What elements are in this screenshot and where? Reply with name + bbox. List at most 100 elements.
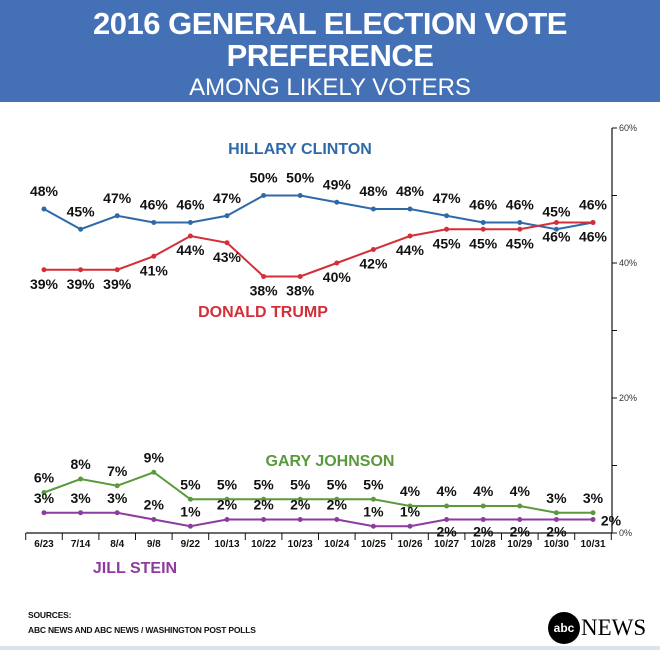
data-label: 4% [510,483,531,499]
data-point [297,274,303,279]
data-point [224,240,230,246]
x-tick-label: 10/22 [251,539,276,550]
data-point [334,496,340,502]
x-tick-label: 10/24 [324,539,349,550]
data-label: 1% [180,503,201,519]
data-label: 46% [469,197,498,213]
data-label: 6% [34,470,55,486]
x-tick-label: 10/31 [580,539,605,550]
data-label: 5% [327,476,348,492]
series-line-3 [44,511,593,528]
data-point [41,206,47,212]
data-point [407,503,413,509]
data-label: 45% [506,235,535,251]
data-label: 45% [67,203,96,219]
data-label: 5% [363,476,384,492]
data-point [407,523,413,529]
data-label: 5% [253,476,274,492]
data-label: 4% [436,483,457,499]
data-label: 2% [436,524,457,540]
data-label: 46% [579,229,608,245]
data-label: 46% [140,197,169,213]
data-point [480,226,486,232]
data-label: 4% [473,483,494,499]
x-tick-label: 10/28 [471,539,496,550]
data-point [517,503,523,509]
data-label: 3% [107,490,128,506]
data-label: 39% [103,276,132,292]
data-point [41,510,47,516]
data-point [480,220,486,225]
series-name-label: JILL STEIN [93,560,177,577]
data-label: 45% [433,235,462,251]
data-label: 45% [542,203,571,219]
title-banner: 2016 GENERAL ELECTION VOTE PREFERENCE AM… [0,0,660,102]
data-point [590,220,596,225]
y-tick-label: 40% [619,258,637,268]
data-point [334,199,340,205]
data-label: 3% [583,490,604,506]
y-tick-label: 60% [619,123,637,133]
data-label: 2% [510,524,531,540]
data-label: 49% [323,176,352,192]
data-point [187,523,193,529]
x-tick-label: 10/25 [361,539,386,550]
data-label: 38% [250,283,279,299]
x-tick-label: 9/8 [147,539,161,550]
data-point [334,260,340,266]
sources-label: SOURCES: [28,610,72,620]
data-point [224,496,230,502]
data-point [370,247,376,252]
data-label: 47% [103,190,132,206]
abc-news-logo: abc NEWS [548,612,646,644]
data-label: 7% [107,463,128,479]
data-label: 42% [359,256,388,272]
data-label: 43% [213,249,242,265]
data-label: 39% [67,276,96,292]
data-label: 41% [140,262,169,278]
data-label: 39% [30,276,59,292]
data-label: 38% [286,283,315,299]
chart-subtitle: AMONG LIKELY VOTERS [189,74,471,101]
data-point [151,517,157,522]
data-point [480,503,486,509]
y-tick-label: 0% [619,528,632,538]
data-label: 3% [34,490,55,506]
data-label: 2% [601,513,622,529]
data-point [553,517,559,522]
chart-title: 2016 GENERAL ELECTION VOTE PREFERENCE [93,6,567,73]
sources: SOURCES: ABC NEWS AND ABC NEWS / WASHING… [28,608,256,638]
data-point [187,220,193,225]
data-label: 2% [217,497,238,513]
data-point [187,496,193,502]
series-name-label: HILLARY CLINTON [228,141,372,158]
data-point [444,503,450,509]
data-point [517,226,523,232]
data-point [444,226,450,232]
data-point [261,496,267,502]
data-point [297,496,303,502]
x-tick-label: 10/30 [544,539,569,550]
data-label: 2% [290,497,311,513]
bottom-bar [0,646,660,650]
data-label: 48% [359,183,388,199]
data-point [114,483,120,489]
data-point [444,517,450,522]
data-label: 47% [433,190,462,206]
data-point [517,220,523,225]
data-point [78,226,84,232]
data-label: 44% [176,242,205,258]
data-label: 9% [144,449,165,465]
series-line-0 [43,194,594,231]
data-point [370,206,376,212]
data-point [151,220,157,225]
data-label: 46% [176,197,205,213]
data-point [261,274,267,279]
data-point [261,517,267,522]
data-point [407,206,413,212]
data-label: 2% [473,524,494,540]
series-name-label: DONALD TRUMP [198,304,328,321]
series-line-1 [44,221,593,278]
data-label: 46% [579,197,608,213]
